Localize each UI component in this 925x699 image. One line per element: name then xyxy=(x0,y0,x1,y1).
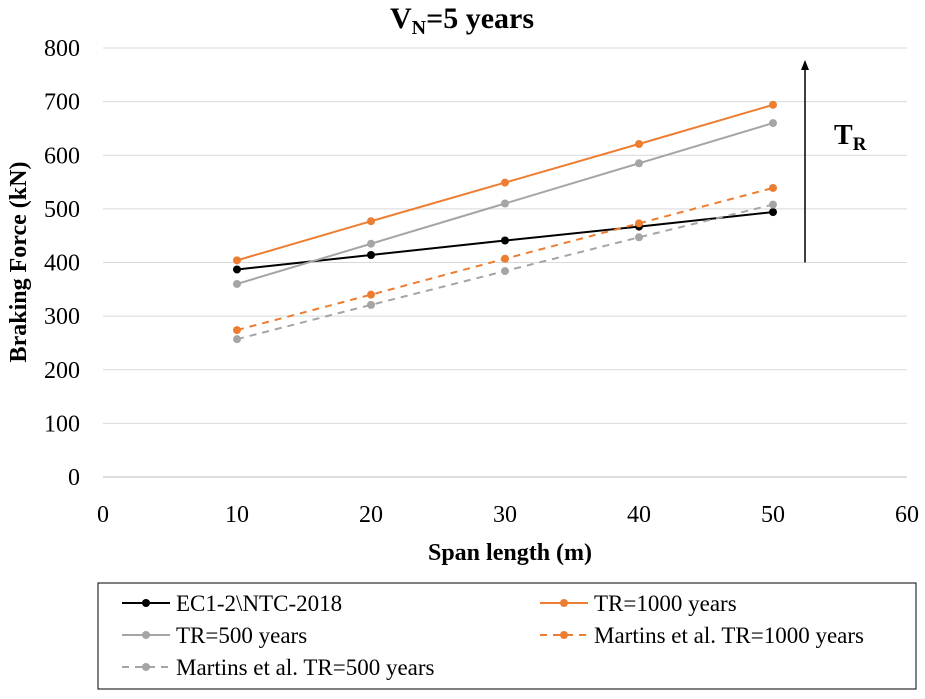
x-tick-label: 40 xyxy=(627,502,651,528)
y-tick-label: 0 xyxy=(68,465,80,491)
data-point xyxy=(233,335,241,344)
data-point xyxy=(769,183,777,192)
data-point xyxy=(635,159,643,168)
legend-label: EC1-2\NTC-2018 xyxy=(176,591,342,616)
data-point xyxy=(635,219,643,228)
y-tick-label: 300 xyxy=(44,304,80,330)
data-point xyxy=(501,267,509,276)
y-tick-label: 400 xyxy=(44,251,80,277)
series-2 xyxy=(233,119,777,288)
data-series xyxy=(233,100,777,344)
legend-item: Martins et al. TR=500 years xyxy=(122,655,435,680)
data-point xyxy=(769,100,777,109)
series-3 xyxy=(233,183,777,335)
x-axis-tick-labels: 0 10 20 30 40 50 60 xyxy=(97,502,919,528)
data-point xyxy=(769,208,777,217)
series-4 xyxy=(233,200,777,344)
data-point xyxy=(367,290,375,299)
x-tick-label: 20 xyxy=(359,502,383,528)
y-axis-tick-labels: 0 100 200 300 400 500 600 700 800 xyxy=(44,36,80,491)
legend-marker xyxy=(560,631,568,639)
x-tick-label: 50 xyxy=(761,502,785,528)
data-point xyxy=(367,250,375,259)
data-point xyxy=(501,254,509,263)
tr-label: TR xyxy=(834,120,867,155)
y-tick-label: 600 xyxy=(44,143,80,169)
series-0 xyxy=(233,208,777,274)
x-tick-label: 0 xyxy=(97,502,109,528)
data-point xyxy=(367,239,375,248)
data-point xyxy=(233,279,241,288)
y-tick-label: 800 xyxy=(44,36,80,62)
legend-item: TR=1000 years xyxy=(540,591,737,616)
legend-label: Martins et al. TR=500 years xyxy=(176,655,435,680)
tr-arrow-head xyxy=(801,60,809,70)
y-axis-title: Braking Force (kN) xyxy=(6,162,32,363)
legend-item: Martins et al. TR=1000 years xyxy=(540,623,864,648)
data-point xyxy=(233,265,241,274)
y-tick-label: 100 xyxy=(44,411,80,437)
y-tick-label: 700 xyxy=(44,90,80,116)
data-point xyxy=(769,119,777,128)
legend-marker xyxy=(142,663,150,671)
x-tick-label: 10 xyxy=(225,502,249,528)
x-tick-label: 30 xyxy=(493,502,517,528)
x-tick-label: 60 xyxy=(895,502,919,528)
legend-label: TR=500 years xyxy=(176,623,307,648)
data-point xyxy=(233,326,241,335)
legend-box xyxy=(97,582,917,690)
x-axis-title: Span length (m) xyxy=(428,540,592,566)
legend: EC1-2\NTC-2018 TR=1000 years TR=500 years M… xyxy=(122,591,864,680)
y-tick-label: 200 xyxy=(44,358,80,384)
legend-item: EC1-2\NTC-2018 xyxy=(122,591,342,616)
data-point xyxy=(635,233,643,242)
data-point xyxy=(367,217,375,226)
data-point xyxy=(367,300,375,309)
legend-label: Martins et al. TR=1000 years xyxy=(594,623,864,648)
legend-marker xyxy=(142,599,150,607)
tr-annotation: TR xyxy=(801,60,867,263)
legend-item: TR=500 years xyxy=(122,623,307,648)
data-point xyxy=(501,199,509,208)
data-point xyxy=(769,200,777,209)
data-point xyxy=(635,139,643,148)
chart-title: VN=5 years xyxy=(390,2,534,39)
legend-marker xyxy=(142,631,150,639)
data-point xyxy=(501,178,509,187)
y-tick-label: 500 xyxy=(44,197,80,223)
data-point xyxy=(501,236,509,245)
legend-marker xyxy=(560,599,568,607)
legend-label: TR=1000 years xyxy=(594,591,737,616)
data-point xyxy=(233,256,241,265)
series-1 xyxy=(233,100,777,265)
